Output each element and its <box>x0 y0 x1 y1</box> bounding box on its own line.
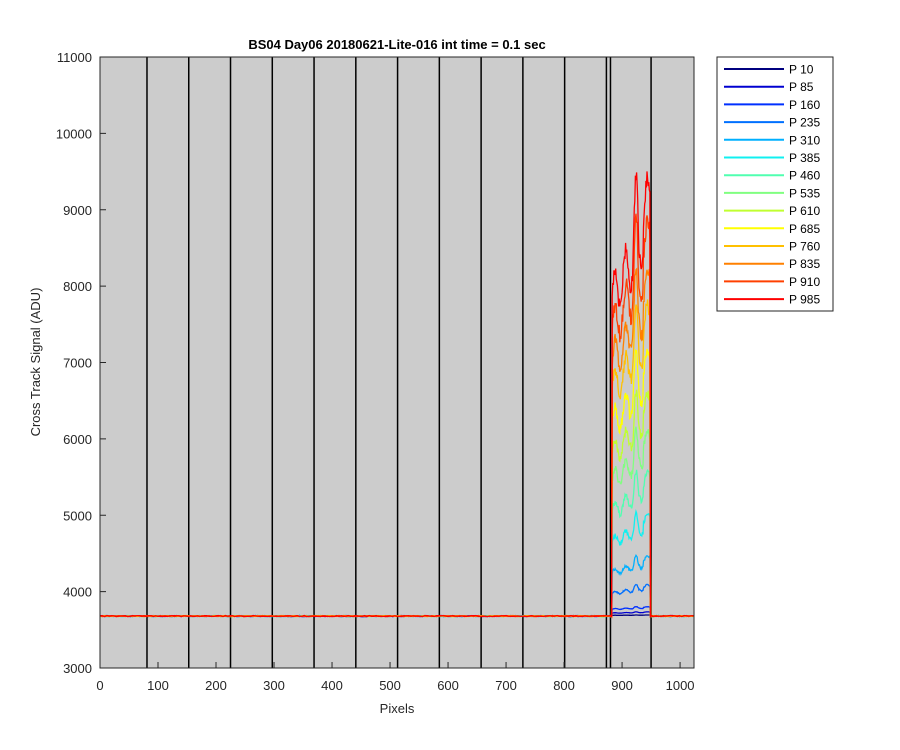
legend-label: P 910 <box>789 275 820 289</box>
y-tick-label: 8000 <box>63 279 92 294</box>
x-tick-label: 300 <box>263 678 285 693</box>
x-tick-label: 0 <box>96 678 103 693</box>
x-tick-label: 100 <box>147 678 169 693</box>
legend-label: P 835 <box>789 257 820 271</box>
x-tick-label: 1000 <box>666 678 695 693</box>
x-tick-label: 200 <box>205 678 227 693</box>
x-tick-label: 800 <box>553 678 575 693</box>
y-tick-label: 4000 <box>63 585 92 600</box>
legend-label: P 460 <box>789 169 820 183</box>
legend: P 10 P 85 P 160 P 235 P 310 P 385 P 460 P 535 P … <box>716 56 834 312</box>
y-tick-label: 10000 <box>56 126 92 141</box>
legend-label: P 760 <box>789 240 820 254</box>
legend-label: P 235 <box>789 116 820 130</box>
x-tick-label: 500 <box>379 678 401 693</box>
legend-label: P 610 <box>789 204 820 218</box>
legend-label: P 85 <box>789 80 814 94</box>
legend-label: P 535 <box>789 186 820 200</box>
legend-label: P 685 <box>789 222 820 236</box>
y-axis-label: Cross Track Signal (ADU) <box>28 288 43 437</box>
x-tick-label: 400 <box>321 678 343 693</box>
chart-title: BS04 Day06 20180621-Lite-016 int time = … <box>248 37 545 52</box>
legend-label: P 10 <box>789 63 814 77</box>
legend-label: P 160 <box>789 98 820 112</box>
series-line-p985 <box>99 171 694 619</box>
x-axis-label: Pixels <box>380 701 415 716</box>
legend-label: P 985 <box>789 293 820 307</box>
segment-boundaries <box>146 57 652 668</box>
legend-label: P 310 <box>789 133 820 147</box>
x-tick-label: 700 <box>495 678 517 693</box>
legend-box <box>716 56 834 312</box>
y-tick-label: 7000 <box>63 356 92 371</box>
y-axis: 3000 4000 5000 6000 7000 8000 9000 10000 11000 <box>56 50 106 676</box>
legend-label: P 385 <box>789 151 820 165</box>
y-tick-label: 11000 <box>57 50 92 65</box>
y-tick-label: 9000 <box>63 203 92 218</box>
y-tick-label: 5000 <box>63 508 92 523</box>
x-tick-label: 900 <box>611 678 633 693</box>
x-tick-label: 600 <box>437 678 459 693</box>
series-lines <box>99 171 694 619</box>
y-tick-label: 6000 <box>63 432 92 447</box>
x-axis: 0 100 200 300 400 500 600 700 800 900 1000 <box>96 662 695 693</box>
y-tick-label: 3000 <box>63 661 92 676</box>
